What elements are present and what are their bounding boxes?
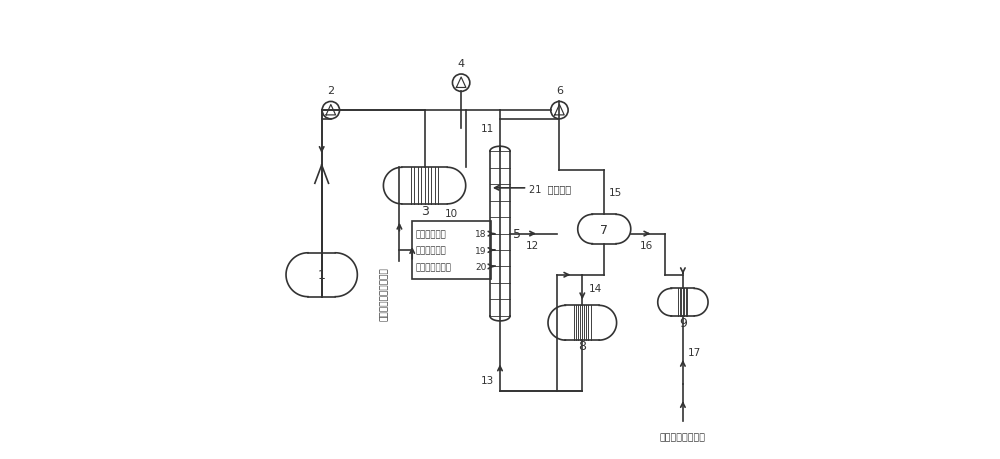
- Text: 18: 18: [475, 230, 487, 239]
- Bar: [412, 221, 491, 280]
- Text: 3: 3: [421, 205, 428, 218]
- Text: 4: 4: [458, 58, 465, 68]
- Text: 13: 13: [481, 375, 495, 385]
- Text: 7: 7: [600, 223, 608, 236]
- Text: 16: 16: [640, 241, 653, 251]
- Text: 10: 10: [445, 209, 458, 219]
- Text: 9: 9: [679, 317, 687, 330]
- Text: 换热后塔底出料去系统: 换热后塔底出料去系统: [380, 267, 389, 320]
- Text: 20: 20: [475, 263, 487, 271]
- Text: 含氨气体去锅炉房: 含氨气体去锅炉房: [660, 432, 706, 442]
- Text: 21  低压蒸汽: 21 低压蒸汽: [529, 184, 571, 193]
- Text: 15: 15: [609, 188, 622, 198]
- Text: 12: 12: [525, 241, 539, 251]
- Text: 2: 2: [327, 86, 334, 96]
- Text: 6: 6: [556, 86, 563, 96]
- Text: 11: 11: [481, 124, 494, 134]
- Text: 8: 8: [578, 339, 586, 353]
- Text: 5: 5: [513, 228, 521, 241]
- Text: 14: 14: [589, 284, 602, 294]
- Text: 19: 19: [475, 246, 487, 255]
- Text: 低压蒸汽不凝气: 低压蒸汽不凝气: [416, 263, 452, 271]
- Text: 1: 1: [318, 269, 326, 282]
- Text: 17: 17: [687, 348, 701, 358]
- Text: 酸性气不凝气: 酸性气不凝气: [416, 230, 447, 239]
- Text: 酸性气冷凝液: 酸性气冷凝液: [416, 246, 447, 255]
